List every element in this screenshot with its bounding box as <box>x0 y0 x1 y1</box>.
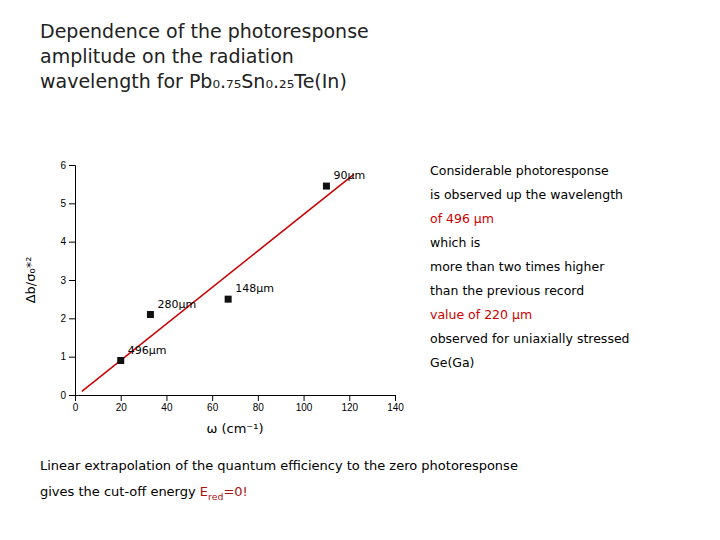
x-tick-mark <box>395 395 396 401</box>
y-tick-mark <box>69 318 75 319</box>
annotation-line: Linear extrapolation of the quantum effi… <box>40 458 518 473</box>
x-tick-label: 140 <box>387 402 404 413</box>
y-tick: 1 <box>60 351 75 362</box>
annotation-line: more than two times higher <box>430 259 605 274</box>
annotation-text: than the previous record <box>430 283 584 298</box>
y-tick: 6 <box>60 160 75 171</box>
y-axis-title: Δb/σ₀*² <box>23 257 38 304</box>
x-tick-label: 20 <box>116 402 128 413</box>
title-line: wavelength for Pb₀.₇₅Sn₀.₂₅Te(In) <box>40 70 347 92</box>
annotation-text: Ge(Ga) <box>430 355 474 370</box>
y-axis-line <box>69 166 76 396</box>
annotation-text: value of 220 μm <box>430 307 532 322</box>
x-axis-line <box>76 396 396 402</box>
y-tick-label: 5 <box>60 198 66 209</box>
plot-area <box>82 174 354 391</box>
y-tick: 5 <box>60 198 75 209</box>
y-tick-mark <box>69 280 75 281</box>
x-tick: 140 <box>387 395 404 413</box>
point <box>117 357 124 364</box>
y-tick-mark <box>69 165 75 166</box>
x-tick-mark <box>121 395 122 401</box>
point-label: 90μm <box>333 169 365 182</box>
x-tick: 20 <box>116 395 128 413</box>
point <box>147 311 154 318</box>
annotation-line: Ge(Ga) <box>430 355 474 370</box>
annotation-text: Considerable photoresponse <box>430 163 609 178</box>
x-tick: 0 <box>73 395 79 413</box>
annotation-line: observed for uniaxially stressed <box>430 331 630 346</box>
y-tick-mark <box>69 357 75 358</box>
annotation-line: which is <box>430 235 480 250</box>
x-tick-mark <box>349 395 350 401</box>
annotation-text: gives the cut-off energy <box>40 484 200 499</box>
x-tick-label: 120 <box>341 402 358 413</box>
point <box>323 183 330 190</box>
x-tick: 120 <box>341 395 358 413</box>
annotation-text: red <box>208 491 223 502</box>
y-tick-mark <box>69 203 75 204</box>
x-tick-label: 0 <box>73 402 79 413</box>
annotation-text: of 496 μm <box>430 211 494 226</box>
y-tick-label: 0 <box>60 390 66 401</box>
point-label: 148μm <box>235 282 274 295</box>
x-tick: 60 <box>207 395 219 413</box>
point-labels: 496μm 280μm 148μm 90μm <box>128 169 365 356</box>
y-tick: 3 <box>60 275 75 286</box>
x-tick: 40 <box>161 395 173 413</box>
annotation-text: which is <box>430 235 480 250</box>
annotation-text: Linear extrapolation of the quantum effi… <box>40 458 518 473</box>
x-tick-label: 40 <box>161 402 173 413</box>
annotation-line: value of 220 μm <box>430 307 532 322</box>
y-tick-mark <box>69 242 75 243</box>
y-tick-label: 6 <box>60 160 66 171</box>
annotation-line: is observed up the wavelength <box>430 187 623 202</box>
y-tick: 0 <box>60 390 75 401</box>
x-axis-title: ω (cm⁻¹) <box>206 421 263 436</box>
point-label: 280μm <box>157 298 196 311</box>
y-tick-mark <box>69 395 75 396</box>
annotation-text: is observed up the wavelength <box>430 187 623 202</box>
title: Dependence of the photoresponse amplitude… <box>40 20 369 92</box>
annotation-line: Considerable photoresponse <box>430 163 609 178</box>
title-line: Dependence of the photoresponse <box>40 20 369 42</box>
x-tick-mark <box>304 395 305 401</box>
x-tick-label: 60 <box>207 402 219 413</box>
y-tick-label: 1 <box>60 351 66 362</box>
annotation-text: =0! <box>223 484 247 499</box>
x-tick-mark <box>212 395 213 401</box>
annotation-line: than the previous record <box>430 283 584 298</box>
x-tick-label: 80 <box>253 402 265 413</box>
x-tick-label: 100 <box>296 402 313 413</box>
chart: Dependence of the photoresponse amplitude… <box>0 0 720 540</box>
y-tick: 2 <box>60 313 75 324</box>
y-tick-label: 2 <box>60 313 66 324</box>
annotation-text: E <box>200 484 208 499</box>
x-tick-mark <box>166 395 167 401</box>
point-label: 496μm <box>128 344 167 357</box>
point <box>225 296 232 303</box>
annotation-text: observed for uniaxially stressed <box>430 331 630 346</box>
x-tick: 80 <box>253 395 265 413</box>
annotation-line: gives the cut-off energy Ered=0! <box>40 484 248 502</box>
y-tick-label: 4 <box>60 236 66 247</box>
y-axis: 0 1 2 3 4 5 6 <box>60 160 75 401</box>
x-tick-mark <box>258 395 259 401</box>
y-tick-label: 3 <box>60 275 66 286</box>
x-tick: 100 <box>296 395 313 413</box>
annotation-line: of 496 μm <box>430 211 494 226</box>
x-axis: 0 20 40 60 80 100 120 140 <box>73 395 405 413</box>
title-line: amplitude on the radiation <box>40 45 294 67</box>
y-tick: 4 <box>60 236 75 247</box>
fit-line <box>82 174 354 391</box>
annotation-text: more than two times higher <box>430 259 605 274</box>
